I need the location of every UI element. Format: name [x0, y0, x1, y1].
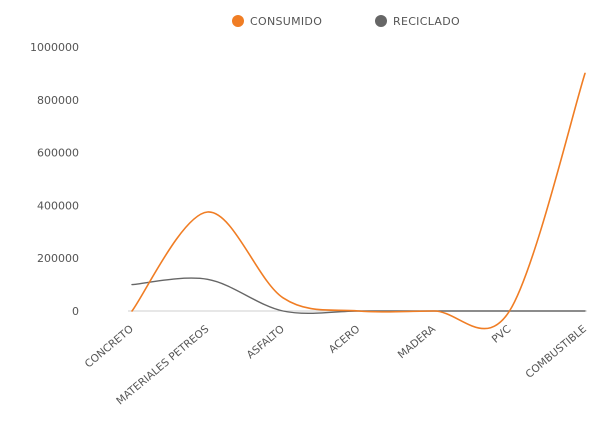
legend-item-consumido[interactable]: CONSUMIDO [232, 15, 322, 28]
y-axis: 0 200000 400000 600000 800000 1000000 [30, 41, 79, 318]
legend-item-reciclado[interactable]: RECICLADO [375, 15, 460, 28]
y-tick-label: 1000000 [30, 41, 79, 54]
chart-legend: CONSUMIDO RECICLADO [232, 15, 460, 28]
x-tick-label: CONCRETO [83, 323, 136, 370]
legend-label-reciclado: RECICLADO [393, 15, 460, 28]
series-layer [131, 72, 586, 330]
x-tick-label: ASFALTO [245, 323, 287, 361]
y-tick-label: 200000 [37, 252, 79, 265]
legend-label-consumido: CONSUMIDO [250, 15, 322, 28]
x-tick-label: COMBUSTIBLE [523, 323, 588, 381]
x-tick-label: ACERO [327, 323, 363, 356]
legend-swatch-reciclado [375, 15, 387, 27]
y-tick-label: 600000 [37, 147, 79, 160]
x-tick-label: MADERA [396, 323, 439, 362]
legend-swatch-consumido [232, 15, 244, 27]
y-tick-label: 400000 [37, 199, 79, 212]
series-line-consumido [131, 72, 586, 330]
y-tick-label: 0 [72, 305, 79, 318]
y-tick-label: 800000 [37, 94, 79, 107]
